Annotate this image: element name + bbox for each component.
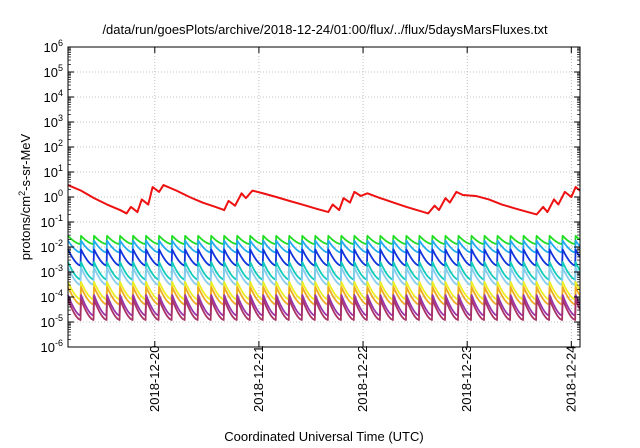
series-line	[67, 239, 581, 254]
x-tick-label: 2018-12-23	[459, 346, 474, 413]
series-line	[67, 248, 581, 267]
x-tick-label: 2018-12-21	[251, 346, 266, 413]
series-group	[67, 184, 581, 321]
y-tick-label: 10-5	[41, 313, 63, 330]
y-tick-label: 10-3	[41, 263, 63, 280]
series-line	[67, 294, 581, 317]
axis-ticks	[68, 46, 580, 348]
series-line	[67, 298, 581, 321]
y-tick-label: 10-1	[41, 213, 63, 230]
x-tick-label: 2018-12-22	[355, 346, 370, 413]
y-tick-label: 105	[44, 63, 63, 80]
y-tick-label: 104	[44, 88, 63, 105]
y-axis-label: protons/cm2-s-sr-MeV	[17, 133, 33, 260]
y-tick-label: 10-6	[41, 338, 63, 355]
series-line	[67, 234, 581, 246]
series-line	[67, 286, 581, 306]
y-tick-label: 10-4	[41, 288, 63, 305]
x-tick-labels: 2018-12-20 2018-12-21 2018-12-22 2018-12-23…	[147, 346, 579, 413]
x-axis-label: Coordinated Universal Time (UTC)	[224, 429, 423, 444]
series-line	[67, 261, 581, 281]
series-line	[67, 281, 581, 301]
series-line	[67, 184, 581, 216]
y-tick-label: 106	[44, 38, 63, 55]
y-tick-label: 102	[44, 138, 63, 155]
series-line	[67, 266, 581, 286]
y-tick-label: 10-2	[41, 238, 63, 255]
x-tick-label: 2018-12-20	[147, 346, 162, 413]
y-tick-labels: 10-6 10-5 10-4 10-3 10-2 10-1 100 101 102 103 104 1…	[41, 38, 63, 355]
chart-title: /data/run/goesPlots/archive/2018-12-24/0…	[102, 22, 548, 37]
y-tick-label: 103	[44, 113, 63, 130]
y-tick-label: 100	[44, 188, 63, 205]
x-tick-label: 2018-12-24	[563, 346, 578, 413]
y-tick-label: 101	[44, 163, 63, 180]
